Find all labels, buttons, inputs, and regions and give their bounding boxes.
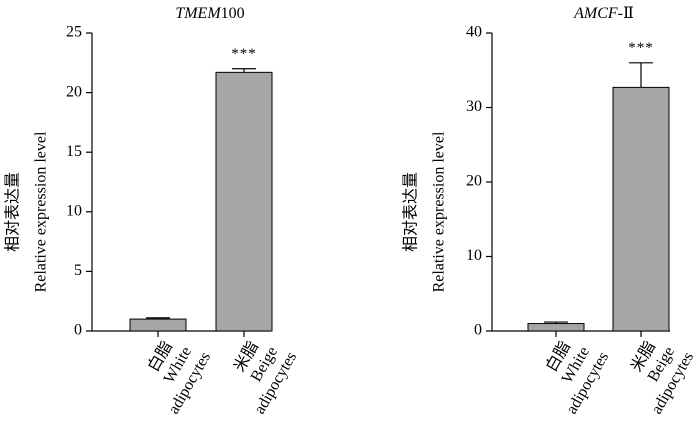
bar [129,318,187,332]
chart-title-plain: -Ⅱ [618,5,634,22]
chart-title-plain: 100 [221,5,245,22]
y-axis-label-en: Relative expression level [33,131,50,292]
y-tick-label: 0 [74,322,82,339]
y-tick-label: 5 [74,262,82,279]
chart-title-italic: AMCF [573,5,618,22]
chart-tmem100: TMEM100 0 5 10 15 20 25 相对表达量 Relative expressio… [4,5,301,417]
y-tick-label: 20 [466,173,482,190]
y-axis-label-en: Relative expression level [431,131,448,292]
y-tick-label: 20 [66,83,82,100]
y-tick-label: 10 [66,202,82,219]
chart-title-italic: TMEM [175,5,222,22]
x-category-label: 白脂Whiteadipocytes [529,330,612,417]
bar [612,86,670,332]
y-tick-label: 0 [474,322,482,339]
bar [527,323,585,332]
x-category-label: 米脂Beigeadipocytes [614,330,697,417]
chart-amcf-ii: AMCF-Ⅱ 0 10 20 30 40 相对表达量 Relative expression … [402,5,698,417]
significance-label: *** [628,40,654,56]
y-tick-label: 30 [466,98,482,115]
y-axis-label-cn: 相对表达量 [402,172,420,252]
y-tick-label: 15 [66,143,82,160]
x-category-label: 白脂Whiteadipocytes [131,330,214,417]
y-tick-label: 10 [466,247,482,264]
bar [215,71,273,332]
chart-title: AMCF-Ⅱ [573,5,634,22]
y-axis-label-cn: 相对表达量 [4,172,22,252]
x-category-label: 米脂Beigeadipocytes [217,330,300,417]
chart-title: TMEM100 [175,5,244,22]
significance-label: *** [231,46,257,62]
y-tick-label: 40 [466,24,482,41]
y-tick-label: 25 [66,24,82,41]
